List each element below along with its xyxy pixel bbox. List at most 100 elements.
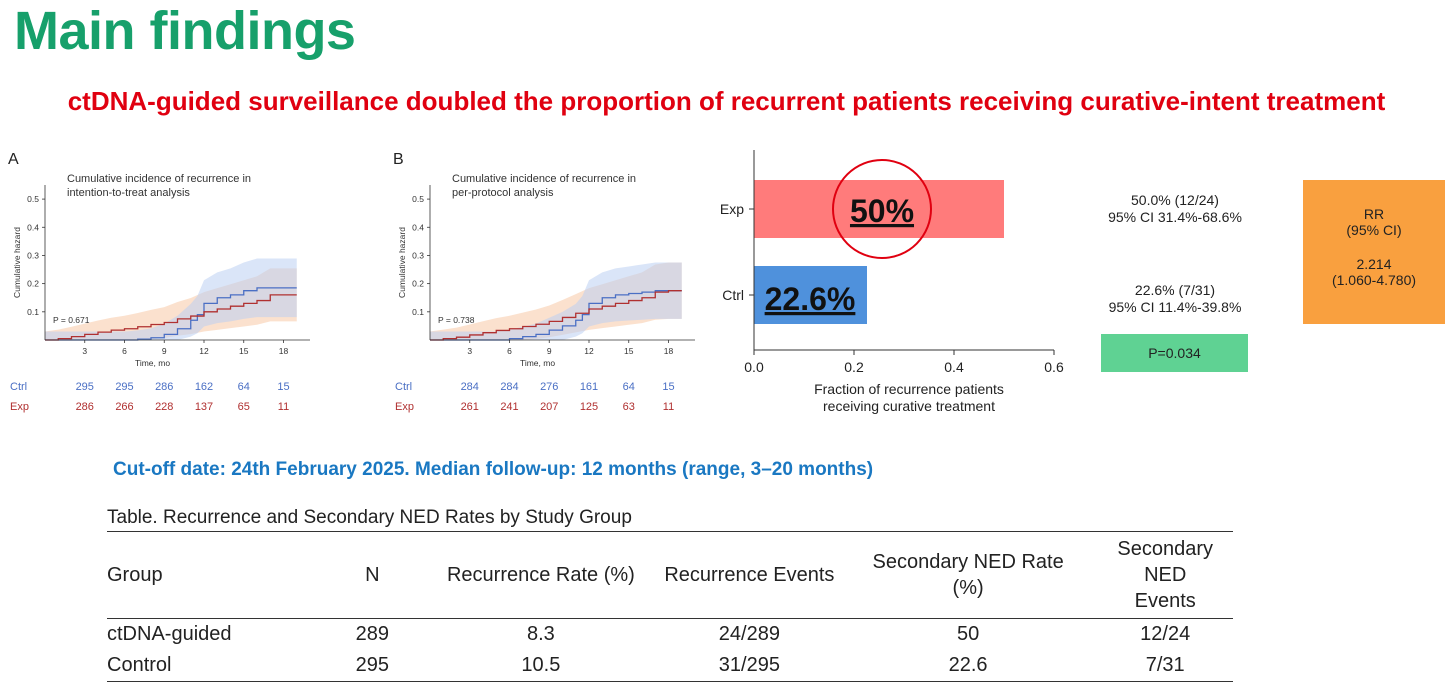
x-tick-label: 0.4 [944, 359, 964, 375]
x-tick-label: 18 [279, 346, 289, 356]
risk-ctrl-value: 276 [540, 381, 558, 393]
x-tick-label: 9 [162, 346, 167, 356]
risk-ctrl-value: 284 [500, 381, 518, 393]
y-tick-label: 0.5 [27, 194, 39, 204]
cell: 24/289 [718, 623, 780, 645]
risk-exp-value: 11 [663, 401, 674, 413]
panel-letter: B [393, 151, 404, 168]
risk-ctrl-value: 15 [277, 381, 289, 393]
x-tick-label: 6 [507, 346, 512, 356]
slide-subtitle: ctDNA-guided surveillance doubled the pr… [67, 86, 1386, 116]
x-tick-label: 6 [122, 346, 127, 356]
km-line-ctrl [430, 290, 682, 341]
header-group: Group [107, 531, 323, 619]
km-chart-itt: A Cumulative incidence of recurrence in in… [8, 151, 310, 413]
table-row: Control 295 10.5 31/295 22.6 7/31 [107, 650, 1233, 682]
category-label: Ctrl [722, 287, 744, 303]
ctrl-stat-line2: 95% CI 11.4%-39.8% [1108, 299, 1242, 315]
risk-ctrl-value: 295 [115, 381, 133, 393]
km-panel-b: B Cumulative incidence of recurrence in pe… [385, 140, 715, 430]
bar-ctrl [754, 266, 867, 324]
risk-ctrl-value: 162 [195, 381, 213, 393]
rr-box: RR (95% CI) 2.214 (1.060-4.780) [1303, 180, 1445, 324]
x-tick-label: 15 [239, 346, 249, 356]
y-tick-label: 0.3 [412, 250, 424, 260]
data-label-exp: 50% [850, 193, 914, 229]
risk-exp-value: 266 [115, 401, 133, 413]
rr-value: 2.214 [1356, 256, 1392, 272]
cell: 7/31 [1097, 650, 1233, 682]
x-tick-label: 3 [82, 346, 87, 356]
risk-label-exp: Exp [395, 401, 414, 413]
cell: 8.3 [526, 623, 555, 645]
x-tick-label: 0.2 [844, 359, 864, 375]
cell: 10.5 [421, 650, 660, 682]
risk-ctrl-value: 284 [461, 381, 479, 393]
y-tick-label: 0.2 [27, 279, 39, 289]
y-tick-label: 0.5 [412, 194, 424, 204]
km-chart-per-protocol: B Cumulative incidence of recurrence in pe… [393, 151, 695, 413]
category-label: Exp [720, 201, 744, 217]
x-axis-label: Time, mo [520, 358, 555, 368]
y-tick-label: 0.2 [412, 279, 424, 289]
x-tick-label: 0.6 [1044, 359, 1064, 375]
ctrl-stat: 22.6% (7/31) 95% CI 11.4%-39.8% [1080, 282, 1270, 316]
y-tick-label: 0.1 [27, 307, 39, 317]
p-value: P = 0.738 [438, 315, 475, 325]
y-tick-label: 0.1 [412, 307, 424, 317]
slide-title: Main findings [14, 1, 356, 61]
cell: 22.6 [838, 650, 1098, 682]
risk-exp-value: 228 [155, 401, 173, 413]
ctrl-stat-line1: 22.6% (7/31) [1134, 282, 1216, 298]
p-value-badge: P=0.034 [1101, 334, 1248, 372]
x-tick-label: 15 [624, 346, 634, 356]
risk-exp-value: 65 [238, 401, 250, 413]
results-table: Group N Recurrence Rate (%) Recurrence E… [107, 531, 1233, 682]
ci-band-ctrl [45, 258, 297, 340]
risk-ctrl-value: 295 [76, 381, 94, 393]
risk-exp-value: 125 [580, 401, 598, 413]
bar-chart-curative: Exp Ctrl 50% 22.6% 0.0 0.2 0.4 0.6 Fraction of r… [720, 150, 1064, 414]
km-title-line: per-protocol analysis [452, 187, 554, 199]
risk-ctrl-value: 286 [155, 381, 173, 393]
km-panel-a: A Cumulative incidence of recurrence in in… [0, 140, 330, 430]
rr-ci-value: (1.060-4.780) [1331, 272, 1417, 288]
exp-stat-line1: 50.0% (12/24) [1131, 192, 1219, 208]
km-line-ctrl [45, 287, 297, 341]
x-tick-label: 0.0 [744, 359, 764, 375]
y-tick-label: 0.4 [412, 222, 424, 232]
table-row: ctDNA-guided 289 8.3 24/289 50 12/24 [107, 619, 1233, 651]
cutoff-note: Cut-off date: 24th February 2025. Median… [113, 459, 874, 480]
header-recurrence-events: Recurrence Events [659, 531, 839, 619]
risk-exp-value: 207 [540, 401, 558, 413]
exp-stat: 50.0% (12/24) 95% CI 31.4%-68.6% [1080, 192, 1270, 226]
data-label-ctrl: 22.6% [765, 281, 856, 317]
risk-exp-value: 241 [500, 401, 518, 413]
risk-exp-value: 286 [76, 401, 94, 413]
x-tick-label: 12 [199, 346, 209, 356]
header-secondary-ned-events: Secondary NED Events [1097, 531, 1233, 619]
x-tick-label: 18 [664, 346, 674, 356]
y-axis-label: Cumulative hazard [12, 227, 22, 298]
cell: Control [107, 650, 323, 682]
highlight-circle [832, 159, 932, 259]
risk-ctrl-value: 15 [662, 381, 674, 393]
x-axis-label: Time, mo [135, 358, 170, 368]
km-line-exp [45, 294, 297, 341]
risk-exp-value: 137 [195, 401, 213, 413]
p-value: P = 0.671 [53, 315, 90, 325]
risk-ctrl-value: 64 [238, 381, 250, 393]
risk-ctrl-value: 161 [580, 381, 598, 393]
risk-label-exp: Exp [10, 401, 29, 413]
risk-label-ctrl: Ctrl [395, 381, 412, 393]
risk-ctrl-value: 64 [623, 381, 635, 393]
km-line-exp [430, 290, 682, 341]
ci-band-ctrl [430, 262, 682, 340]
exp-stat-line2: 95% CI 31.4%-68.6% [1108, 209, 1242, 225]
y-tick-label: 0.3 [27, 250, 39, 260]
x-tick-label: 9 [547, 346, 552, 356]
cell: 295 [322, 650, 422, 682]
bar-chart-panel: Exp Ctrl 50% 22.6% 0.0 0.2 0.4 0.6 Fraction of r… [700, 140, 1080, 430]
table-header-row: Group N Recurrence Rate (%) Recurrence E… [107, 531, 1233, 619]
risk-exp-value: 63 [623, 401, 635, 413]
